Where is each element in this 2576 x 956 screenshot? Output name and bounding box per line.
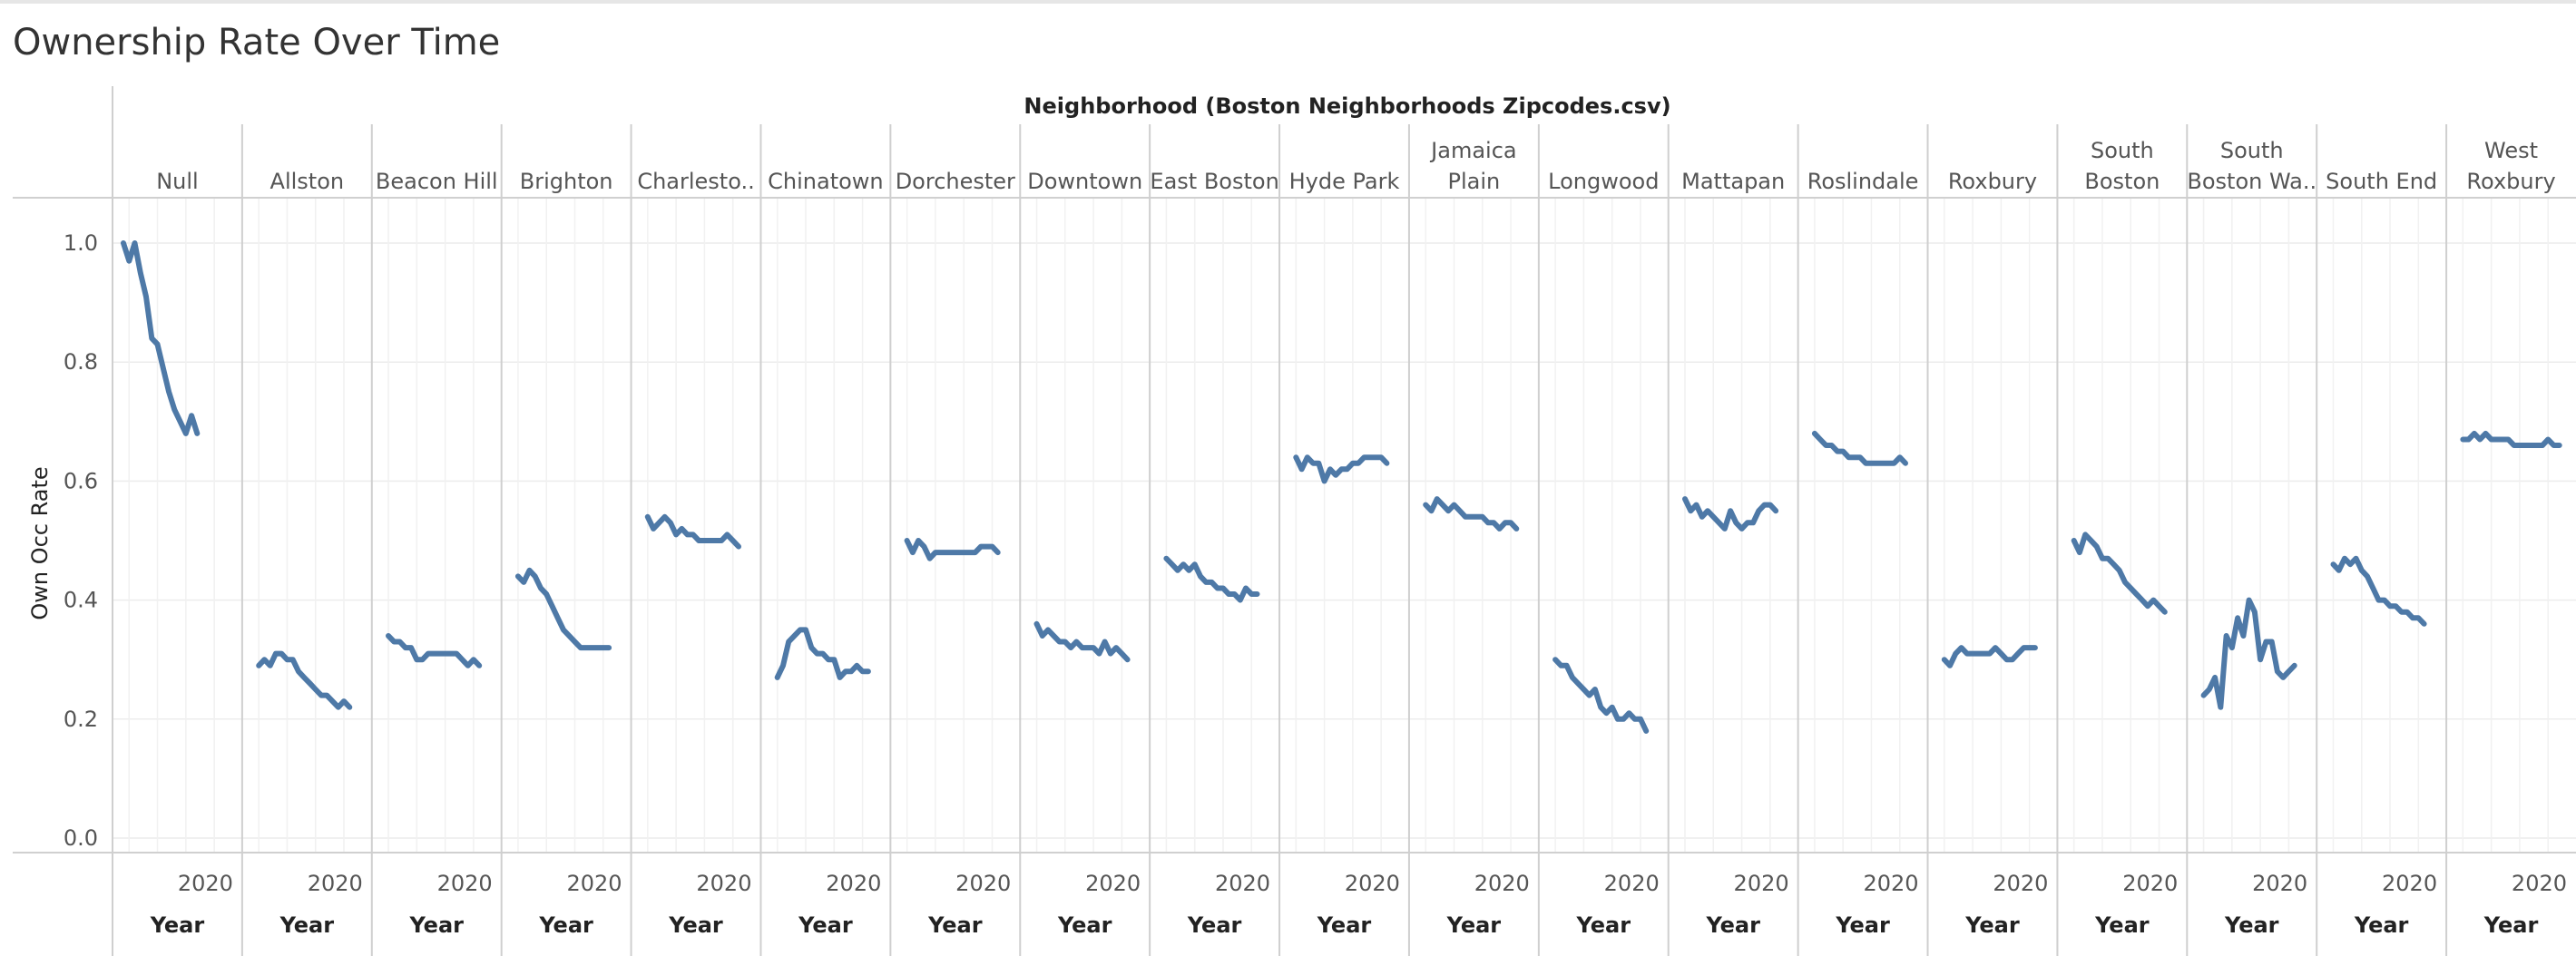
x-axis-title: Year — [2354, 912, 2409, 938]
y-tick-label: 0.6 — [64, 468, 98, 493]
y-tick-label: 1.0 — [64, 230, 98, 256]
series-line-east-boston[interactable] — [1163, 555, 1260, 603]
x-axis-labels: 2020 Year 2020 Year 2020 Year 2020 Year 2020 Year… — [150, 871, 2567, 938]
top-divider — [0, 0, 2576, 4]
panel-header-null: Null — [156, 169, 199, 194]
y-tick-label: 0.8 — [64, 349, 98, 375]
series-line-brighton[interactable] — [514, 567, 612, 651]
series-line-south-boston-wa[interactable] — [2200, 597, 2297, 710]
frame-layer — [13, 86, 2576, 956]
series-line-null[interactable] — [121, 240, 201, 436]
series-line-south-end[interactable] — [2330, 555, 2427, 627]
x-axis-title: Year — [927, 912, 983, 938]
x-axis-title: Year — [408, 912, 464, 938]
grid-layer — [113, 198, 2576, 853]
y-axis-title: Own Occ Rate — [27, 466, 53, 619]
series-line-hyde-park[interactable] — [1293, 454, 1390, 484]
series-line-longwood[interactable] — [1552, 657, 1650, 734]
x-tick-label: 2020 — [696, 871, 751, 896]
x-tick-label: 2020 — [1085, 871, 1141, 896]
panel-header-south-boston: South Boston — [2084, 138, 2160, 194]
x-axis-title: Year — [538, 912, 593, 938]
panel-header-beacon-hill: Beacon Hill — [376, 169, 498, 194]
x-tick-label: 2020 — [2512, 871, 2567, 896]
column-dimension-title: Neighborhood (Boston Neighborhoods Zipco… — [1024, 93, 1670, 119]
chart-title: Ownership Rate Over Time — [13, 22, 501, 63]
series-line-chinatown[interactable] — [774, 627, 871, 680]
x-tick-label: 2020 — [1863, 871, 1918, 896]
x-tick-label: 2020 — [1345, 871, 1400, 896]
panel-header-dorchester: Dorchester — [896, 169, 1015, 194]
x-tick-label: 2020 — [955, 871, 1011, 896]
x-axis-title: Year — [1187, 912, 1242, 938]
series-lines[interactable] — [121, 240, 2562, 734]
panel-header-south-end: South End — [2326, 169, 2437, 194]
x-tick-label: 2020 — [437, 871, 493, 896]
x-tick-label: 2020 — [308, 871, 363, 896]
panel-header-brighton: Brighton — [520, 169, 613, 194]
x-tick-label: 2020 — [567, 871, 622, 896]
y-tick-label: 0.4 — [64, 588, 98, 613]
x-tick-label: 2020 — [1993, 871, 2048, 896]
panel-header-east-boston: East Boston — [1150, 169, 1278, 194]
y-tick-label: 0.2 — [64, 707, 98, 732]
series-line-charlesto[interactable] — [644, 513, 741, 550]
x-axis-title: Year — [2094, 912, 2150, 938]
series-line-west-roxbury[interactable] — [2460, 430, 2562, 448]
series-line-beacon-hill[interactable] — [386, 633, 483, 668]
x-tick-label: 2020 — [2122, 871, 2178, 896]
y-tick-label: 0.0 — [64, 825, 98, 851]
x-axis-title: Year — [1317, 912, 1372, 938]
series-line-mattapan[interactable] — [1682, 496, 1779, 532]
panel-header-hyde-park: Hyde Park — [1289, 169, 1400, 194]
x-tick-label: 2020 — [826, 871, 881, 896]
x-axis-title: Year — [279, 912, 335, 938]
x-axis-title: Year — [1576, 912, 1631, 938]
series-line-south-boston[interactable] — [2071, 532, 2168, 615]
x-axis-title: Year — [1835, 912, 1890, 938]
series-line-jamaica-plain[interactable] — [1423, 496, 1520, 532]
x-axis-title: Year — [150, 912, 205, 938]
series-line-dorchester[interactable] — [904, 538, 1001, 561]
series-line-downtown[interactable] — [1033, 620, 1131, 663]
panel-header-west-roxbury: West Roxbury — [2466, 138, 2555, 194]
series-line-roxbury[interactable] — [1941, 645, 2038, 668]
x-tick-label: 2020 — [178, 871, 233, 896]
x-tick-label: 2020 — [1604, 871, 1660, 896]
x-axis-title: Year — [1057, 912, 1112, 938]
panel-header-south-boston-wa: South Boston Wa.. — [2187, 138, 2316, 194]
panel-header-allston: Allston — [270, 169, 345, 194]
x-tick-label: 2020 — [1215, 871, 1270, 896]
series-line-roslindale[interactable] — [1811, 430, 1908, 466]
x-axis-title: Year — [1964, 912, 2020, 938]
panel-header-roslindale: Roslindale — [1807, 169, 1919, 194]
x-axis-title: Year — [1705, 912, 1760, 938]
panel-header-charlesto: Charlesto.. — [637, 169, 754, 194]
x-tick-label: 2020 — [1734, 871, 1789, 896]
panel-headers: Null Allston Beacon Hill Brighton Charlesto.… — [156, 138, 2555, 194]
x-axis-title: Year — [798, 912, 853, 938]
series-line-allston[interactable] — [256, 650, 353, 710]
x-tick-label: 2020 — [2252, 871, 2307, 896]
x-axis-title: Year — [1446, 912, 1502, 938]
panel-header-downtown: Downtown — [1027, 169, 1142, 194]
x-tick-label: 2020 — [2382, 871, 2437, 896]
x-axis-title: Year — [2483, 912, 2539, 938]
panel-header-jamaica-plain: Jamaica Plain — [1429, 138, 1516, 194]
x-axis-title: Year — [2224, 912, 2279, 938]
x-axis-title: Year — [668, 912, 723, 938]
x-tick-label: 2020 — [1474, 871, 1530, 896]
panel-header-chinatown: Chinatown — [768, 169, 884, 194]
panel-header-longwood: Longwood — [1548, 169, 1659, 194]
panel-header-roxbury: Roxbury — [1948, 169, 2037, 194]
panel-header-mattapan: Mattapan — [1681, 169, 1785, 194]
y-axis-ticks: 1.0 0.8 0.6 0.4 0.2 0.0 — [64, 230, 98, 851]
